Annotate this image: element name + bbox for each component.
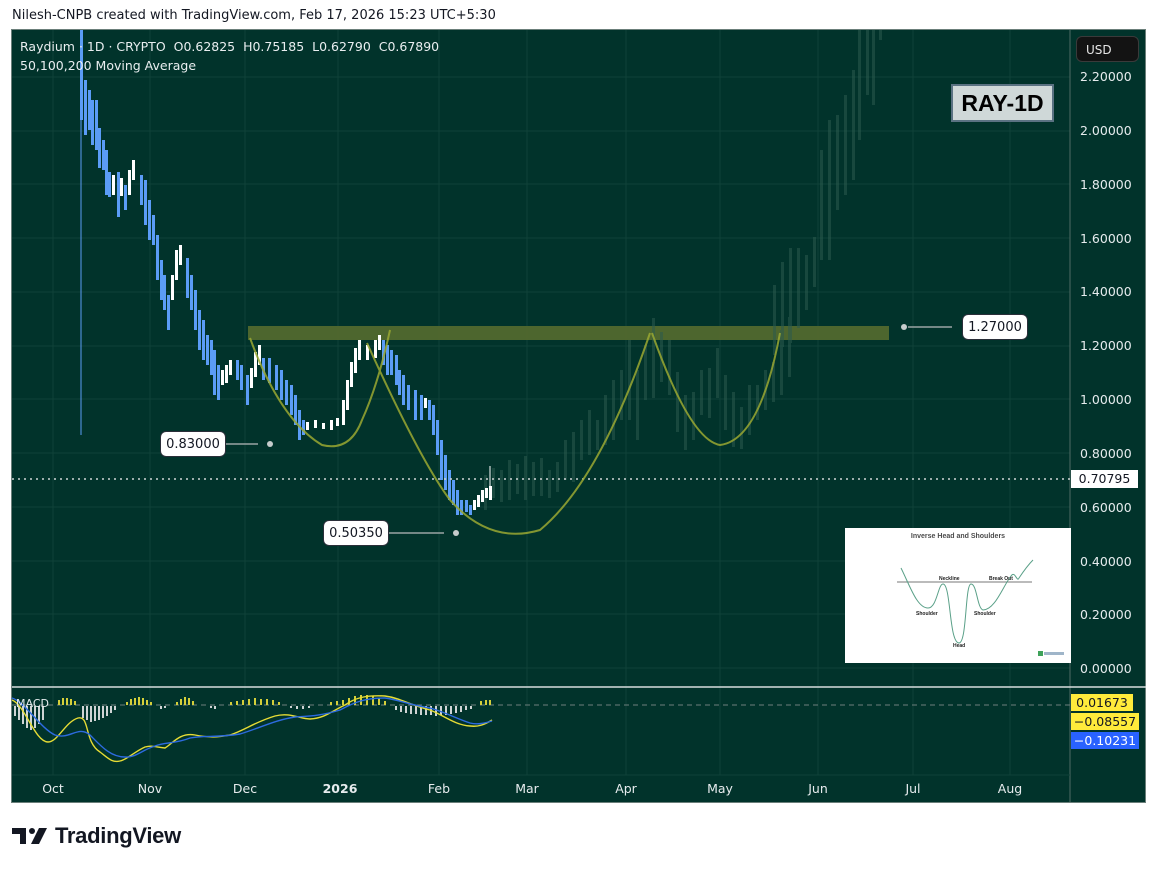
price-tick: 1.60000	[1080, 231, 1132, 246]
callout-connectors	[226, 324, 952, 536]
tradingview-logo-icon	[12, 828, 47, 844]
price-candles	[80, 30, 492, 515]
price-tick: 1.00000	[1080, 392, 1132, 407]
symbol-legend[interactable]: Raydium · 1D · CRYPTO O0.62825 H0.75185 …	[20, 39, 440, 54]
head-callout[interactable]: 0.50350	[323, 520, 389, 546]
time-label: Aug	[997, 781, 1023, 796]
inset-left-shoulder-label: Shoulder	[916, 611, 938, 617]
tradingview-logo[interactable]: TradingView	[12, 823, 181, 849]
price-tick: 1.40000	[1080, 284, 1132, 299]
time-label: 2026	[322, 781, 358, 796]
left-shoulder-callout[interactable]: 0.83000	[160, 431, 226, 457]
macd-value: −0.08557	[1071, 713, 1139, 730]
projection-bars	[484, 30, 882, 510]
grid-lines	[12, 30, 1070, 775]
pattern-diagram	[897, 559, 1064, 656]
time-label: Apr	[615, 781, 637, 796]
time-label: Oct	[42, 781, 64, 796]
signal-value: −0.10231	[1071, 732, 1139, 749]
price-tick: 0.40000	[1080, 554, 1132, 569]
time-label: Nov	[137, 781, 163, 796]
inset-neckline-label: Neckline	[939, 576, 960, 582]
inset-breakout-label: Break Out	[989, 576, 1013, 582]
brand-name: TradingView	[55, 823, 181, 848]
resistance-zone	[248, 326, 889, 340]
time-label: Feb	[427, 781, 451, 796]
chart-caption: Nilesh-CNPB created with TradingView.com…	[12, 8, 496, 23]
indicator-legend[interactable]: 50,100,200 Moving Average	[20, 58, 197, 73]
chart-panel[interactable]	[11, 29, 1146, 803]
time-label: Dec	[232, 781, 258, 796]
inset-head-label: Head	[953, 643, 966, 649]
pattern-reference-image: Inverse Head and Shoulders Neckline Brea…	[845, 528, 1071, 663]
symbol-tag: RAY-1D	[951, 84, 1054, 122]
macd-histogram-value: 0.01673	[1071, 694, 1133, 711]
resistance-callout[interactable]: 1.27000	[962, 314, 1028, 340]
macd-legend[interactable]: MACD	[16, 697, 49, 710]
signal-line	[11, 697, 493, 758]
pattern-curves	[249, 329, 781, 535]
time-label: Jun	[808, 781, 828, 796]
time-label: May	[707, 781, 733, 796]
time-label: Jul	[905, 781, 921, 796]
time-label: Mar	[515, 781, 539, 796]
current-price-label: 0.70795	[1071, 470, 1138, 488]
price-tick: 0.80000	[1080, 446, 1132, 461]
price-tick: 0.00000	[1080, 661, 1132, 676]
price-tick: 1.20000	[1080, 338, 1132, 353]
inset-right-shoulder-label: Shoulder	[974, 611, 996, 617]
price-tick: 1.80000	[1080, 177, 1132, 192]
inset-title: Inverse Head and Shoulders	[910, 533, 1006, 540]
price-tick: 0.20000	[1080, 607, 1132, 622]
price-tick: 2.20000	[1080, 69, 1132, 84]
price-tick: 2.00000	[1080, 123, 1132, 138]
currency-button[interactable]: USD	[1076, 36, 1139, 62]
price-tick: 0.60000	[1080, 500, 1132, 515]
